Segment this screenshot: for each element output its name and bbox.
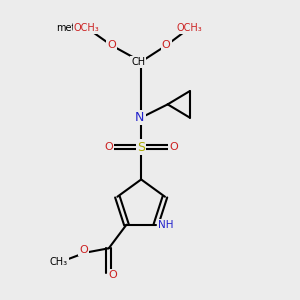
Text: OCH₃: OCH₃ xyxy=(177,23,203,33)
Text: methoxy: methoxy xyxy=(87,27,93,28)
Text: O: O xyxy=(107,40,116,50)
Text: methoxy: methoxy xyxy=(56,23,99,33)
Text: S: S xyxy=(137,141,145,154)
Text: O: O xyxy=(109,270,118,280)
Text: N: N xyxy=(135,111,144,124)
Text: NH: NH xyxy=(158,220,174,230)
Text: O: O xyxy=(104,142,113,152)
Text: CH₃: CH₃ xyxy=(50,256,68,266)
Text: O: O xyxy=(162,40,171,50)
Text: O: O xyxy=(107,40,116,50)
Text: OCH₃: OCH₃ xyxy=(74,23,100,33)
Text: O: O xyxy=(80,245,88,255)
Text: O: O xyxy=(169,142,178,152)
Text: CH: CH xyxy=(131,57,145,67)
